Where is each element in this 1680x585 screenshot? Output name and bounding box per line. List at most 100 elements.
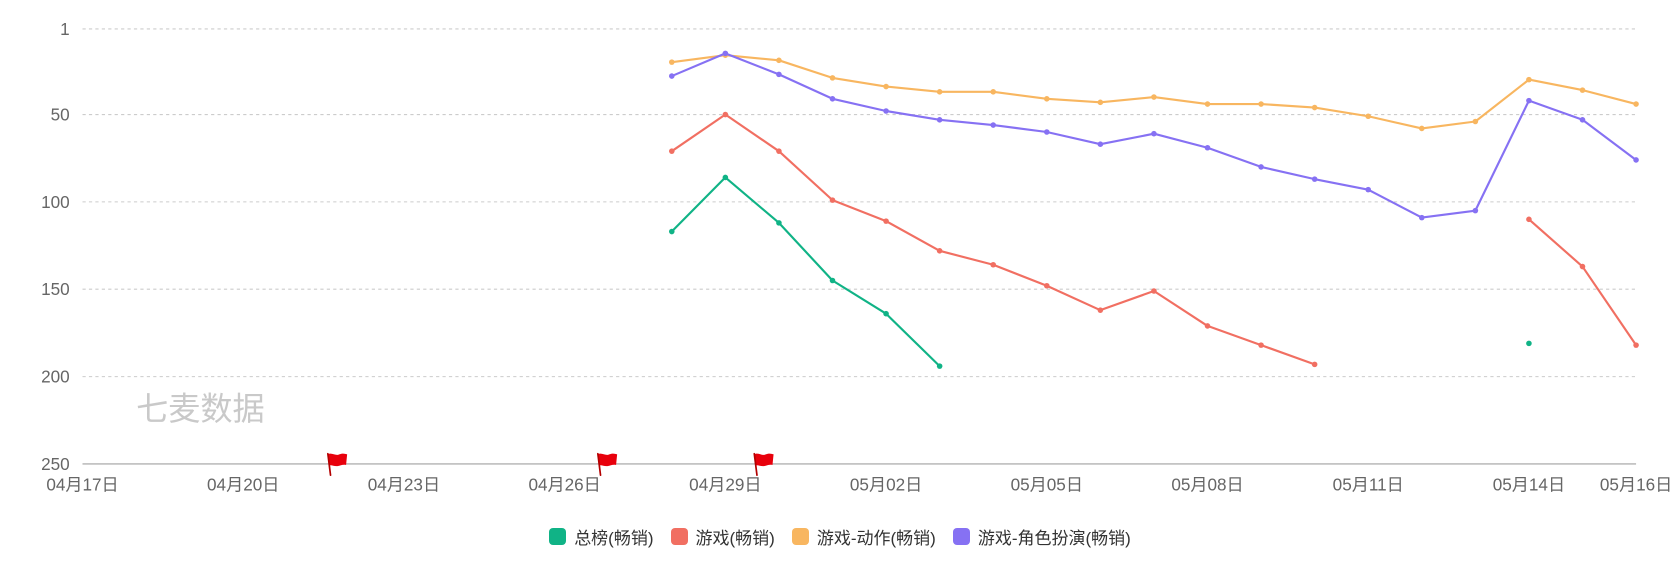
y-tick-label: 1 <box>60 19 70 39</box>
data-point[interactable] <box>990 261 997 268</box>
data-point[interactable] <box>722 174 729 181</box>
data-point[interactable] <box>776 71 782 78</box>
data-point[interactable] <box>1044 282 1050 289</box>
y-tick-label: 50 <box>51 105 70 125</box>
data-point[interactable] <box>883 310 889 317</box>
data-point[interactable] <box>1044 129 1050 135</box>
data-point[interactable] <box>1258 164 1264 170</box>
data-point[interactable] <box>669 59 675 65</box>
y-tick-label: 200 <box>41 367 70 387</box>
data-point[interactable] <box>1151 130 1157 137</box>
data-point[interactable] <box>1311 104 1318 111</box>
legend-item-games-action[interactable]: 游戏-动作(畅销) <box>791 524 936 549</box>
flag-icon[interactable] <box>596 452 618 477</box>
data-point[interactable] <box>1151 288 1157 294</box>
data-point[interactable] <box>936 89 943 95</box>
data-point[interactable] <box>776 148 782 154</box>
x-tick-label: 05月14日 <box>1493 474 1565 494</box>
data-point[interactable] <box>936 117 943 123</box>
x-tick-label: 05月02日 <box>850 474 922 494</box>
legend-swatch <box>670 527 688 545</box>
legend-item-overall[interactable]: 总榜(畅销) <box>549 524 654 549</box>
y-tick-label: 100 <box>41 192 70 212</box>
data-point[interactable] <box>1204 144 1211 151</box>
data-point[interactable] <box>883 83 889 90</box>
data-point[interactable] <box>1526 76 1532 83</box>
data-point[interactable] <box>990 89 997 95</box>
legend-label: 游戏-角色扮演(畅销) <box>977 528 1131 548</box>
data-point[interactable] <box>1258 342 1264 348</box>
data-point[interactable] <box>1633 342 1639 348</box>
series-games-action <box>669 52 1639 132</box>
data-point[interactable] <box>722 111 729 118</box>
data-point[interactable] <box>936 248 943 254</box>
data-point[interactable] <box>1365 186 1371 193</box>
legend-label: 游戏(畅销) <box>695 528 775 548</box>
data-point[interactable] <box>1526 97 1532 104</box>
data-point[interactable] <box>1365 113 1371 120</box>
x-tick-label: 04月17日 <box>46 474 118 494</box>
data-point[interactable] <box>1097 99 1104 106</box>
data-point[interactable] <box>722 50 729 57</box>
series-games <box>669 111 1639 368</box>
data-point[interactable] <box>776 220 782 226</box>
legend-item-games[interactable]: 游戏(畅销) <box>670 524 775 549</box>
data-point[interactable] <box>829 197 836 203</box>
data-point[interactable] <box>883 218 889 224</box>
data-point[interactable] <box>1472 207 1479 214</box>
series-overall <box>669 174 1532 369</box>
data-point[interactable] <box>1579 263 1586 270</box>
event-markers <box>327 452 774 477</box>
data-point[interactable] <box>1258 101 1264 107</box>
y-tick-label: 250 <box>41 454 70 474</box>
data-point[interactable] <box>669 228 675 235</box>
x-tick-label: 04月23日 <box>368 474 440 494</box>
data-point[interactable] <box>1311 176 1318 182</box>
series-line <box>670 176 941 368</box>
data-point[interactable] <box>1419 214 1425 221</box>
data-point[interactable] <box>1151 94 1157 100</box>
data-point[interactable] <box>1044 96 1050 102</box>
legend-item-games-rpg[interactable]: 游戏-角色扮演(畅销) <box>952 524 1131 549</box>
data-point[interactable] <box>883 108 889 114</box>
data-point[interactable] <box>1097 307 1104 313</box>
data-point[interactable] <box>1204 101 1211 107</box>
data-point[interactable] <box>1579 117 1586 123</box>
data-point[interactable] <box>1526 340 1532 347</box>
legend-swatch <box>952 527 970 545</box>
x-tick-label: 05月16日 <box>1600 474 1672 494</box>
legend-swatch <box>791 527 809 545</box>
data-point[interactable] <box>829 96 836 102</box>
data-point[interactable] <box>829 75 836 81</box>
data-point[interactable] <box>1472 118 1479 125</box>
watermark-logo: 七麦数据 <box>136 391 264 427</box>
legend-swatch <box>549 527 567 545</box>
series-games-rpg <box>669 50 1639 221</box>
data-point[interactable] <box>669 148 675 154</box>
legend-label: 游戏-动作(畅销) <box>816 528 936 548</box>
data-point[interactable] <box>1579 87 1586 93</box>
x-tick-label: 05月11日 <box>1333 474 1404 494</box>
data-point[interactable] <box>669 73 675 79</box>
data-point[interactable] <box>1097 141 1104 147</box>
data-point[interactable] <box>776 57 782 64</box>
data-point[interactable] <box>1311 361 1318 368</box>
data-point[interactable] <box>936 363 943 369</box>
x-tick-label: 04月29日 <box>689 474 761 494</box>
flag-icon[interactable] <box>753 452 774 477</box>
x-tick-label: 04月26日 <box>528 474 600 494</box>
grid <box>82 28 1637 465</box>
data-point[interactable] <box>1633 157 1639 163</box>
x-tick-label: 04月20日 <box>207 474 279 494</box>
flag-icon[interactable] <box>327 452 348 477</box>
data-point[interactable] <box>829 277 836 284</box>
data-point[interactable] <box>1526 216 1532 223</box>
x-tick-label: 05月08日 <box>1171 474 1243 494</box>
data-point[interactable] <box>990 122 997 128</box>
data-point[interactable] <box>1633 101 1639 107</box>
data-point[interactable] <box>1419 125 1425 132</box>
data-point[interactable] <box>1204 323 1211 329</box>
series-line <box>1527 218 1638 347</box>
